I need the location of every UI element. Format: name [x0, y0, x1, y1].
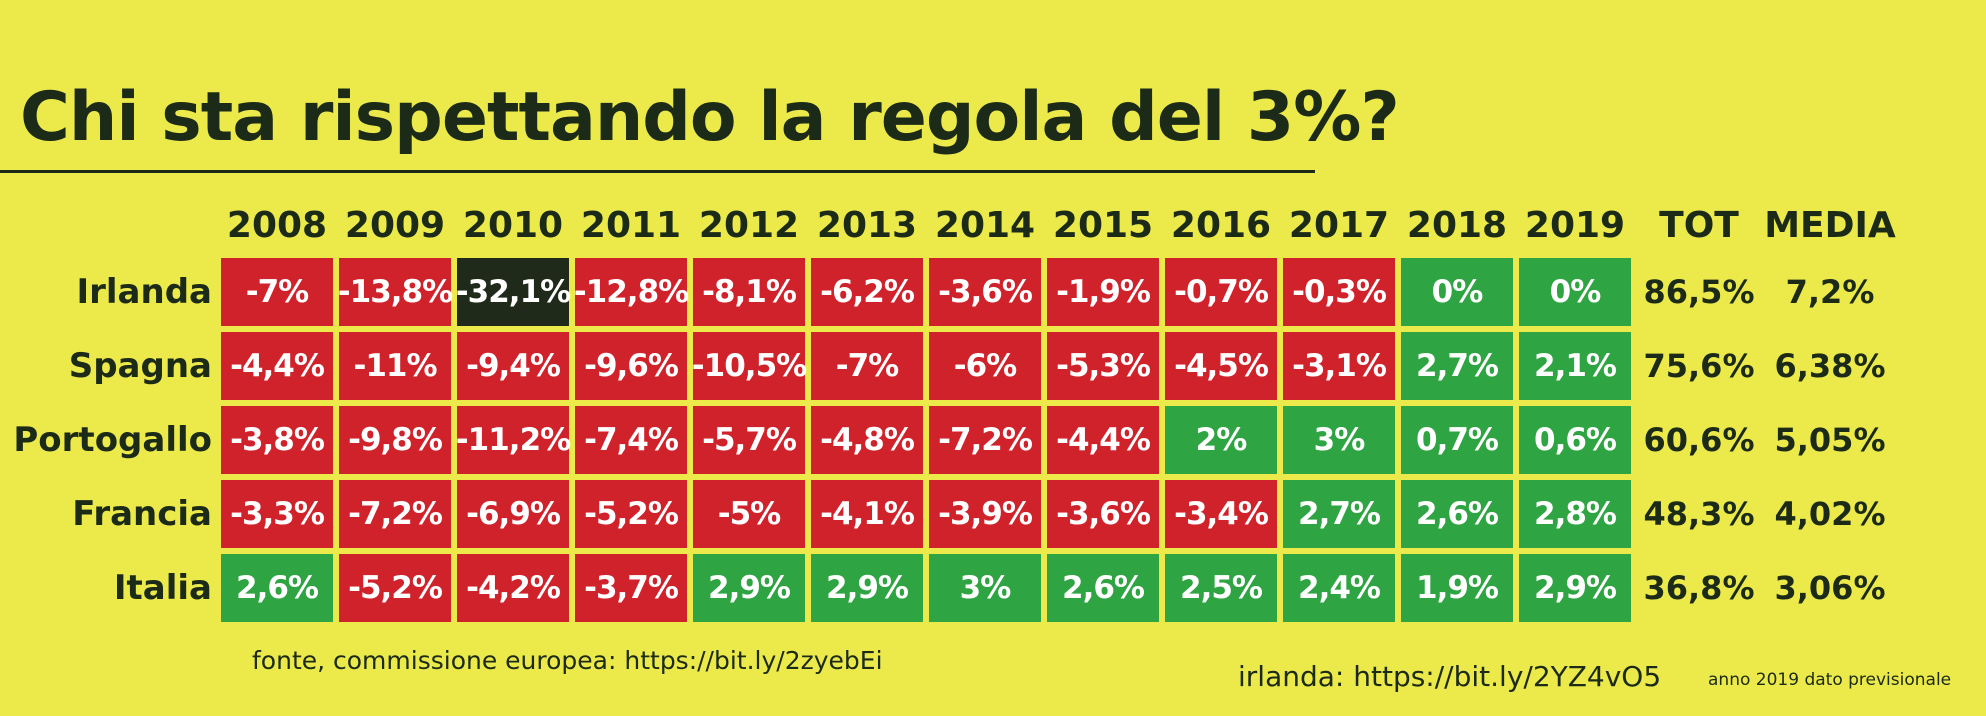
- value-cell: -0,7%: [1165, 258, 1277, 326]
- tot-value: 48,3%: [1643, 495, 1755, 533]
- value-cell: 2,1%: [1519, 332, 1631, 400]
- deficit-table: 2008 2009 2010 2011 2012 2013 2014 2015 2016 2017…: [0, 195, 1896, 625]
- value-cell: -4,1%: [811, 480, 923, 548]
- value-cell: -4,4%: [221, 332, 333, 400]
- value-cell: -6%: [929, 332, 1041, 400]
- ireland-source-note: irlanda: https://bit.ly/2YZ4vO5: [1238, 660, 1662, 693]
- value-cell: -3,6%: [929, 258, 1041, 326]
- value-cell: -3,3%: [221, 480, 333, 548]
- value-cell: 2%: [1165, 406, 1277, 474]
- value-cell: 2,4%: [1283, 554, 1395, 622]
- value-cell: -11,2%: [456, 406, 571, 474]
- year-header: 2014: [934, 204, 1036, 246]
- value-cell: 0%: [1519, 258, 1631, 326]
- value-cell: -7,2%: [339, 480, 451, 548]
- value-cell: 2,9%: [693, 554, 805, 622]
- year-header: 2012: [698, 204, 800, 246]
- value-cell: 2,9%: [811, 554, 923, 622]
- year-header: 2009: [344, 204, 446, 246]
- media-value: 4,02%: [1774, 495, 1886, 533]
- tot-value: 86,5%: [1643, 273, 1755, 311]
- year-header: 2011: [580, 204, 682, 246]
- year-header: 2013: [816, 204, 918, 246]
- media-value: 3,06%: [1774, 569, 1886, 607]
- tot-value: 36,8%: [1643, 569, 1755, 607]
- media-value: 7,2%: [1785, 273, 1875, 311]
- value-cell: 2,7%: [1283, 480, 1395, 548]
- country-label: Spagna: [68, 346, 212, 386]
- value-cell: -3,9%: [929, 480, 1041, 548]
- value-cell: -7%: [811, 332, 923, 400]
- value-cell: -0,3%: [1283, 258, 1395, 326]
- tot-value: 60,6%: [1643, 421, 1755, 459]
- value-cell: -3,4%: [1165, 480, 1277, 548]
- media-value: 5,05%: [1774, 421, 1886, 459]
- tot-value: 75,6%: [1643, 347, 1755, 385]
- year-header: 2019: [1524, 204, 1626, 246]
- value-cell: -9,8%: [339, 406, 451, 474]
- value-cell: 2,6%: [1047, 554, 1159, 622]
- value-cell: -6,9%: [457, 480, 569, 548]
- value-cell: -3,8%: [221, 406, 333, 474]
- value-cell: 3%: [929, 554, 1041, 622]
- value-cell: -3,1%: [1283, 332, 1395, 400]
- country-label: Francia: [72, 494, 212, 534]
- year-header: 2018: [1406, 204, 1508, 246]
- value-cell: -9,6%: [575, 332, 687, 400]
- forecast-note: anno 2019 dato previsionale: [1708, 670, 1952, 690]
- value-cell: -6,2%: [811, 258, 923, 326]
- value-cell: -7,2%: [929, 406, 1041, 474]
- value-cell: -8,1%: [693, 258, 805, 326]
- country-label: Italia: [113, 568, 212, 608]
- value-cell: -9,4%: [457, 332, 569, 400]
- value-cell: 2,6%: [1401, 480, 1513, 548]
- value-cell: -13,8%: [338, 258, 453, 326]
- value-cell: -5,7%: [693, 406, 805, 474]
- value-cell: 0,6%: [1519, 406, 1631, 474]
- value-cell: -5,3%: [1047, 332, 1159, 400]
- source-note: fonte, commissione europea: https://bit.…: [252, 646, 883, 675]
- value-cell: -7,4%: [575, 406, 687, 474]
- value-cell: -4,2%: [457, 554, 569, 622]
- value-cell: 3%: [1283, 406, 1395, 474]
- country-label: Portogallo: [13, 420, 212, 460]
- value-cell: 0,7%: [1401, 406, 1513, 474]
- value-cell: 0%: [1401, 258, 1513, 326]
- value-cell: -3,6%: [1047, 480, 1159, 548]
- value-cell: 2,6%: [221, 554, 333, 622]
- table-corner: [0, 195, 218, 255]
- summary-header: MEDIA: [1764, 204, 1896, 246]
- value-cell: -5,2%: [339, 554, 451, 622]
- value-cell: 2,8%: [1519, 480, 1631, 548]
- media-value: 6,38%: [1774, 347, 1886, 385]
- summary-header: TOT: [1659, 204, 1739, 246]
- value-cell: -1,9%: [1047, 258, 1159, 326]
- year-header: 2017: [1288, 204, 1390, 246]
- value-cell: -5,2%: [575, 480, 687, 548]
- value-cell: 2,7%: [1401, 332, 1513, 400]
- title-underline: [0, 170, 1315, 173]
- year-header: 2016: [1170, 204, 1272, 246]
- value-cell: -4,5%: [1165, 332, 1277, 400]
- value-cell: -10,5%: [692, 332, 807, 400]
- value-cell: -5%: [693, 480, 805, 548]
- value-cell: -4,8%: [811, 406, 923, 474]
- value-cell: -12,8%: [574, 258, 689, 326]
- value-cell: -32,1%: [456, 258, 571, 326]
- year-header: 2008: [226, 204, 328, 246]
- value-cell: -4,4%: [1047, 406, 1159, 474]
- value-cell: -11%: [339, 332, 451, 400]
- value-cell: -7%: [221, 258, 333, 326]
- value-cell: 2,5%: [1165, 554, 1277, 622]
- year-header: 2015: [1052, 204, 1154, 246]
- value-cell: -3,7%: [575, 554, 687, 622]
- value-cell: 2,9%: [1519, 554, 1631, 622]
- value-cell: 1,9%: [1401, 554, 1513, 622]
- chart-title: Chi sta rispettando la regola del 3%?: [20, 78, 1400, 157]
- country-label: Irlanda: [76, 272, 212, 312]
- year-header: 2010: [462, 204, 564, 246]
